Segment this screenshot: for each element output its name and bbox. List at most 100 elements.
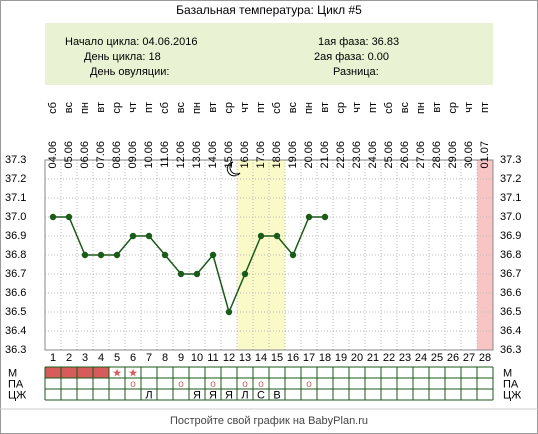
info-text: 1ая фаза: 36.83 bbox=[318, 36, 399, 48]
temp-point bbox=[49, 213, 57, 221]
table-cell: о bbox=[210, 379, 216, 390]
temp-point bbox=[145, 232, 153, 240]
weekday-label: чт bbox=[127, 102, 139, 113]
table-cell: о bbox=[306, 379, 312, 390]
y2-tick-label: 36.6 bbox=[500, 287, 521, 299]
table-cell: С bbox=[257, 389, 265, 401]
info-text: День цикла: 18 bbox=[84, 51, 161, 63]
info-text: 2ая фаза: 0.00 bbox=[314, 51, 389, 63]
date-label: 28.06 bbox=[431, 141, 443, 169]
weekday-label: пн bbox=[79, 102, 91, 114]
temp-point bbox=[193, 270, 201, 278]
y-tick-label: 36.9 bbox=[5, 230, 26, 242]
day-number: 17 bbox=[303, 352, 315, 364]
period-highlight bbox=[477, 160, 493, 350]
weekday-label: пн bbox=[415, 102, 427, 114]
day-number: 7 bbox=[146, 352, 152, 364]
day-number: 12 bbox=[223, 352, 235, 364]
day-number: 24 bbox=[415, 352, 427, 364]
date-label: 30.06 bbox=[463, 141, 475, 169]
date-label: 12.06 bbox=[175, 141, 187, 169]
y2-tick-label: 36.3 bbox=[500, 344, 521, 356]
date-label: 25.06 bbox=[383, 141, 395, 169]
day-number: 23 bbox=[399, 352, 411, 364]
row-label: ЦЖ bbox=[8, 389, 26, 401]
weekday-label: пт bbox=[479, 102, 491, 113]
weekday-label: вт bbox=[431, 102, 443, 113]
day-number: 16 bbox=[287, 352, 299, 364]
y-tick-label: 36.3 bbox=[5, 344, 26, 356]
y-tick-label: 36.4 bbox=[5, 325, 26, 337]
y-tick-label: 37.0 bbox=[5, 211, 26, 223]
day-number: 1 bbox=[50, 352, 56, 364]
day-number: 18 bbox=[319, 352, 331, 364]
weekday-label: вс bbox=[399, 102, 411, 114]
row-label: М bbox=[8, 367, 17, 379]
y-tick-label: 36.5 bbox=[5, 306, 26, 318]
day-number: 4 bbox=[98, 352, 104, 364]
info-text: Разница: bbox=[333, 66, 379, 78]
y-tick-label: 37.3 bbox=[5, 154, 26, 166]
date-label: 20.06 bbox=[303, 141, 315, 169]
y2-tick-label: 36.7 bbox=[500, 268, 521, 280]
date-label: 24.06 bbox=[367, 141, 379, 169]
date-label: 23.06 bbox=[351, 141, 363, 169]
weekday-label: сб bbox=[271, 102, 283, 114]
table-cell: Я bbox=[193, 389, 201, 401]
weekday-label: вс bbox=[63, 102, 75, 114]
table-cell: о bbox=[178, 379, 184, 390]
temp-point bbox=[65, 213, 73, 221]
table-cell: Я bbox=[209, 389, 217, 401]
date-label: 19.06 bbox=[287, 141, 299, 169]
y2-tick-label: 36.4 bbox=[500, 325, 521, 337]
day-number: 9 bbox=[178, 352, 184, 364]
y2-tick-label: 37.2 bbox=[500, 173, 521, 185]
temp-point bbox=[177, 270, 185, 278]
row-label: М bbox=[503, 367, 512, 379]
temp-point bbox=[129, 232, 137, 240]
date-label: 29.06 bbox=[447, 141, 459, 169]
temp-point bbox=[321, 213, 329, 221]
weekday-label: пн bbox=[191, 102, 203, 114]
weekday-label: вт bbox=[319, 102, 331, 113]
temp-point bbox=[97, 251, 105, 259]
date-label: 21.06 bbox=[319, 141, 331, 169]
y2-tick-label: 37.1 bbox=[500, 192, 521, 204]
date-label: 15.06 bbox=[223, 141, 235, 169]
weekday-label: вт bbox=[207, 102, 219, 113]
date-label: 22.06 bbox=[335, 141, 347, 169]
y2-tick-label: 36.9 bbox=[500, 230, 521, 242]
date-label: 13.06 bbox=[191, 141, 203, 169]
day-number: 22 bbox=[383, 352, 395, 364]
table-cell: ★ bbox=[112, 367, 122, 379]
date-label: 09.06 bbox=[127, 141, 139, 169]
temp-point bbox=[161, 251, 169, 259]
date-label: 06.06 bbox=[79, 141, 91, 169]
day-number: 20 bbox=[351, 352, 363, 364]
temp-point bbox=[289, 251, 297, 259]
table-cell: о bbox=[130, 379, 136, 390]
info-text: Начало цикла: 04.06.2016 bbox=[65, 36, 197, 48]
date-label: 27.06 bbox=[415, 141, 427, 169]
weekday-label: чт bbox=[239, 102, 251, 113]
weekday-label: сб bbox=[47, 102, 59, 114]
day-number: 26 bbox=[447, 352, 459, 364]
weekday-label: вс bbox=[287, 102, 299, 114]
temp-point bbox=[225, 308, 233, 316]
weekday-label: чт bbox=[351, 102, 363, 113]
temp-point bbox=[209, 251, 217, 259]
temp-point bbox=[257, 232, 265, 240]
y-tick-label: 37.1 bbox=[5, 192, 26, 204]
table-cell: Л bbox=[241, 389, 248, 401]
day-number: 28 bbox=[479, 352, 491, 364]
temp-point bbox=[81, 251, 89, 259]
day-number: 19 bbox=[335, 352, 347, 364]
y2-tick-label: 37.0 bbox=[500, 211, 521, 223]
day-number: 10 bbox=[191, 352, 203, 364]
temp-point bbox=[305, 213, 313, 221]
y-tick-label: 37.2 bbox=[5, 173, 26, 185]
day-number: 6 bbox=[130, 352, 136, 364]
weekday-label: ср bbox=[223, 102, 235, 114]
y-tick-label: 36.7 bbox=[5, 268, 26, 280]
